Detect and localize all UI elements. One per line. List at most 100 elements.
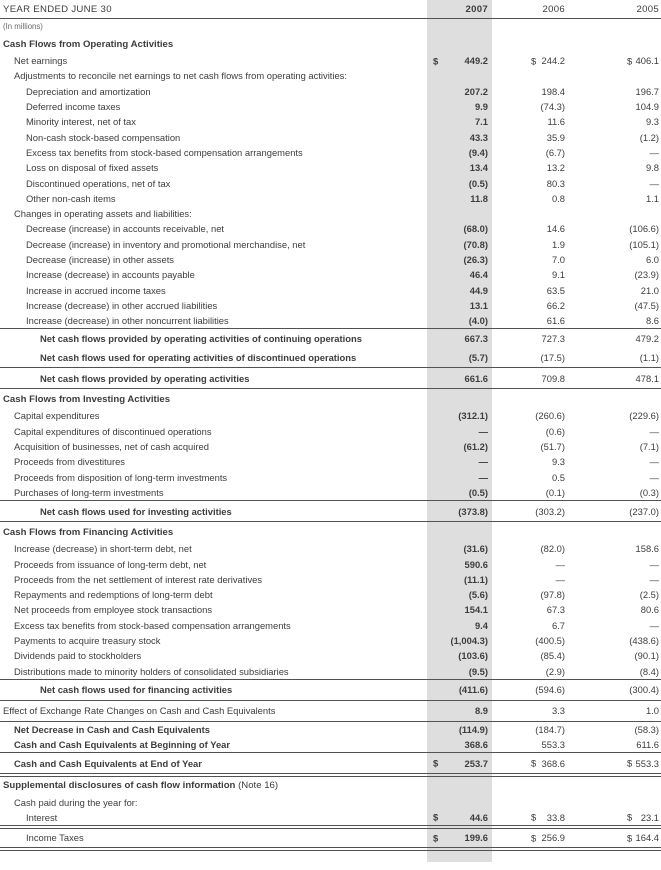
table-row: Cash Flows from Investing Activities (0, 389, 661, 408)
cell-value: 368.6 (541, 757, 565, 769)
value-cell-2006 (492, 68, 568, 83)
cell-value: (7.1) (639, 441, 659, 453)
value-cell-2007: — (427, 470, 492, 485)
cell-value: (411.6) (458, 684, 488, 696)
statement-table: YEAR ENDED JUNE 30 2007 2006 2005 (In mi… (0, 3, 661, 851)
value-cell-2005: (0.3) (568, 485, 661, 500)
value-cell-2007 (427, 68, 492, 83)
row-label: Increase (decrease) in short-term debt, … (14, 543, 192, 555)
cell-value: 406.1 (635, 55, 659, 67)
cell-value: 9.9 (474, 101, 488, 113)
table-row: Decrease (increase) in accounts receivab… (0, 221, 661, 236)
units-note: (In millions) (3, 22, 43, 31)
cell-value: — (478, 425, 488, 437)
dollar-sign: $ (531, 832, 537, 844)
value-cell-2005: — (568, 556, 661, 571)
cell-value: 46.4 (469, 269, 488, 281)
row-label: Increase in accrued income taxes (26, 284, 166, 296)
row-label: Increase (decrease) in other accrued lia… (26, 299, 218, 311)
cell-value: (594.6) (535, 684, 565, 696)
table-row: Capital expenditures of discontinued ope… (0, 424, 661, 439)
table-row: Purchases of long-term investments (0.5) (… (0, 485, 661, 500)
table-row: Capital expenditures (312.1) (260.6) (229.6… (0, 408, 661, 423)
value-cell-2005: — (568, 470, 661, 485)
divider-line (0, 678, 661, 680)
value-cell-2006: $244.2 (492, 53, 568, 68)
value-cell-2005: 196.7 (568, 84, 661, 99)
value-cell-2006: 14.6 (492, 221, 568, 236)
row-label: Cash and Cash Equivalents at End of Year (14, 757, 202, 769)
value-cell-2007: 43.3 (427, 129, 492, 144)
cell-value: (0.5) (468, 486, 488, 498)
value-cell-2005: 158.6 (568, 541, 661, 556)
value-cell-2005: 478.1 (568, 368, 661, 388)
cell-value: 13.4 (469, 162, 488, 174)
cell-value: 198.4 (541, 85, 565, 97)
table-row: Loss on disposal of fixed assets 13.4 13.2… (0, 160, 661, 175)
cell-value: (105.1) (629, 238, 659, 250)
value-cell-2007: 13.4 (427, 160, 492, 175)
cell-value: 158.6 (635, 543, 659, 555)
row-label: Cash and Cash Equivalents at Beginning o… (14, 739, 231, 751)
cell-value: 44.9 (469, 284, 488, 296)
value-cell-2005: 1.0 (568, 701, 661, 721)
value-cell-2007: (5.7) (427, 348, 492, 367)
value-cell-2007: 8.9 (427, 701, 492, 721)
year-label-2006: 2006 (542, 3, 565, 15)
value-cell-2006 (492, 206, 568, 221)
value-cell-2007: (68.0) (427, 221, 492, 236)
value-cell-2006: 35.9 (492, 129, 568, 144)
cell-value: (47.5) (634, 299, 660, 311)
cell-value: (6.7) (545, 146, 565, 158)
cell-value: (438.6) (629, 635, 659, 647)
value-cell-2006 (492, 389, 568, 405)
value-cell-2005: (2.5) (568, 587, 661, 602)
table-row: Net cash flows used for operating activi… (0, 348, 661, 367)
divider-line (0, 720, 661, 722)
table-row: Net cash flows used for financing activi… (0, 680, 661, 700)
value-cell-2006: (82.0) (492, 541, 568, 556)
divider-line (0, 328, 661, 330)
dollar-sign: $ (531, 757, 537, 769)
value-cell-2007: 661.6 (427, 368, 492, 388)
cell-value: 6.7 (551, 619, 565, 631)
row-label: Net cash flows provided by operating act… (40, 372, 250, 384)
year-2007-highlight-band (427, 0, 492, 862)
cell-value: 253.7 (464, 757, 488, 769)
cell-value: 553.3 (541, 739, 565, 751)
value-cell-2007 (427, 389, 492, 405)
cell-value: — (649, 425, 659, 437)
row-label: Proceeds from divestitures (14, 456, 125, 468)
cell-value: — (649, 177, 659, 189)
row-label: Capital expenditures (14, 410, 100, 422)
row-label: Loss on disposal of fixed assets (26, 162, 159, 174)
row-label: Decrease (increase) in inventory and pro… (26, 238, 306, 250)
value-cell-2006: 63.5 (492, 282, 568, 297)
divider-line (0, 773, 661, 775)
dollar-sign: $ (433, 832, 439, 844)
cell-value: 104.9 (635, 101, 659, 113)
cell-value: 199.6 (464, 832, 488, 844)
cell-value: 80.6 (640, 604, 659, 616)
value-cell-2005: (237.0) (568, 501, 661, 521)
row-label: Increase (decrease) in other noncurrent … (26, 315, 229, 327)
cell-value: 9.3 (645, 116, 659, 128)
cell-value: 1.0 (645, 705, 659, 717)
cell-value: (1,004.3) (450, 635, 488, 647)
row-label-suffix: (Note 16) (235, 780, 279, 792)
cell-value: (26.3) (463, 254, 489, 265)
dollar-sign: $ (531, 55, 537, 67)
cell-value: 478.1 (635, 372, 659, 384)
value-cell-2006: (6.7) (492, 145, 568, 160)
value-cell-2005: (105.1) (568, 237, 661, 252)
cell-value: — (649, 146, 659, 158)
table-row: Supplemental disclosures of cash flow in… (0, 777, 661, 794)
cell-value: 368.6 (464, 739, 488, 751)
row-label: Discontinued operations, net of tax (26, 177, 171, 189)
dollar-sign: $ (627, 55, 633, 67)
row-label: Proceeds from the net settlement of inte… (14, 573, 263, 585)
value-cell-2007: (312.1) (427, 408, 492, 423)
divider-line (0, 824, 661, 826)
value-cell-2005 (568, 777, 661, 791)
value-cell-2007: (373.8) (427, 501, 492, 521)
